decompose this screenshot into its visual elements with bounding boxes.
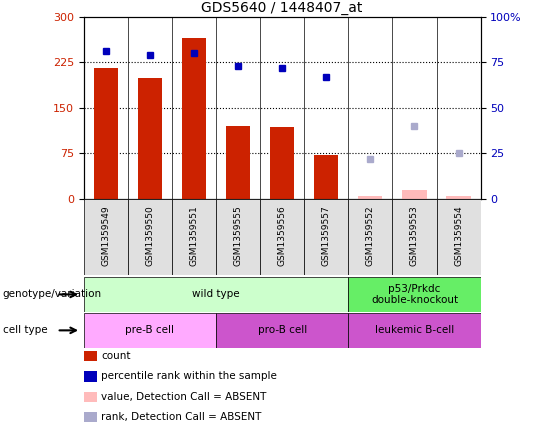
Bar [348,199,393,275]
Bar [402,190,427,199]
Text: cell type: cell type [3,325,48,335]
Bar [128,199,172,275]
Text: value, Detection Call = ABSENT: value, Detection Call = ABSENT [101,392,266,402]
Text: GSM1359549: GSM1359549 [102,205,110,266]
Text: GSM1359553: GSM1359553 [410,205,419,266]
Bar [172,199,216,275]
Bar [393,199,436,275]
Bar [84,199,128,275]
Bar [348,313,481,348]
Text: percentile rank within the sample: percentile rank within the sample [101,371,277,382]
Bar [314,154,339,199]
Text: leukemic B-cell: leukemic B-cell [375,325,454,335]
Text: pro-B cell: pro-B cell [258,325,307,335]
Text: GSM1359555: GSM1359555 [234,205,242,266]
Text: GSM1359557: GSM1359557 [322,205,330,266]
Bar [270,127,294,199]
Bar [216,199,260,275]
Text: p53/Prkdc
double-knockout: p53/Prkdc double-knockout [371,283,458,305]
Bar [260,199,304,275]
Text: GSM1359552: GSM1359552 [366,205,375,266]
Bar [84,277,348,312]
Bar [358,196,382,199]
Bar [138,77,162,199]
Text: wild type: wild type [192,289,240,299]
Text: GSM1359550: GSM1359550 [145,205,154,266]
Title: GDS5640 / 1448407_at: GDS5640 / 1448407_at [201,0,363,14]
Text: GSM1359551: GSM1359551 [190,205,199,266]
Bar [84,313,216,348]
Bar [216,313,348,348]
Bar [182,38,206,199]
Text: pre-B cell: pre-B cell [125,325,174,335]
Text: GSM1359554: GSM1359554 [454,205,463,266]
Bar [348,277,481,312]
Text: count: count [101,351,131,361]
Bar [447,196,471,199]
Text: rank, Detection Call = ABSENT: rank, Detection Call = ABSENT [101,412,261,422]
Bar [93,69,118,199]
Text: GSM1359556: GSM1359556 [278,205,287,266]
Bar [436,199,481,275]
Bar [304,199,348,275]
Text: genotype/variation: genotype/variation [3,289,102,299]
Bar [226,126,250,199]
